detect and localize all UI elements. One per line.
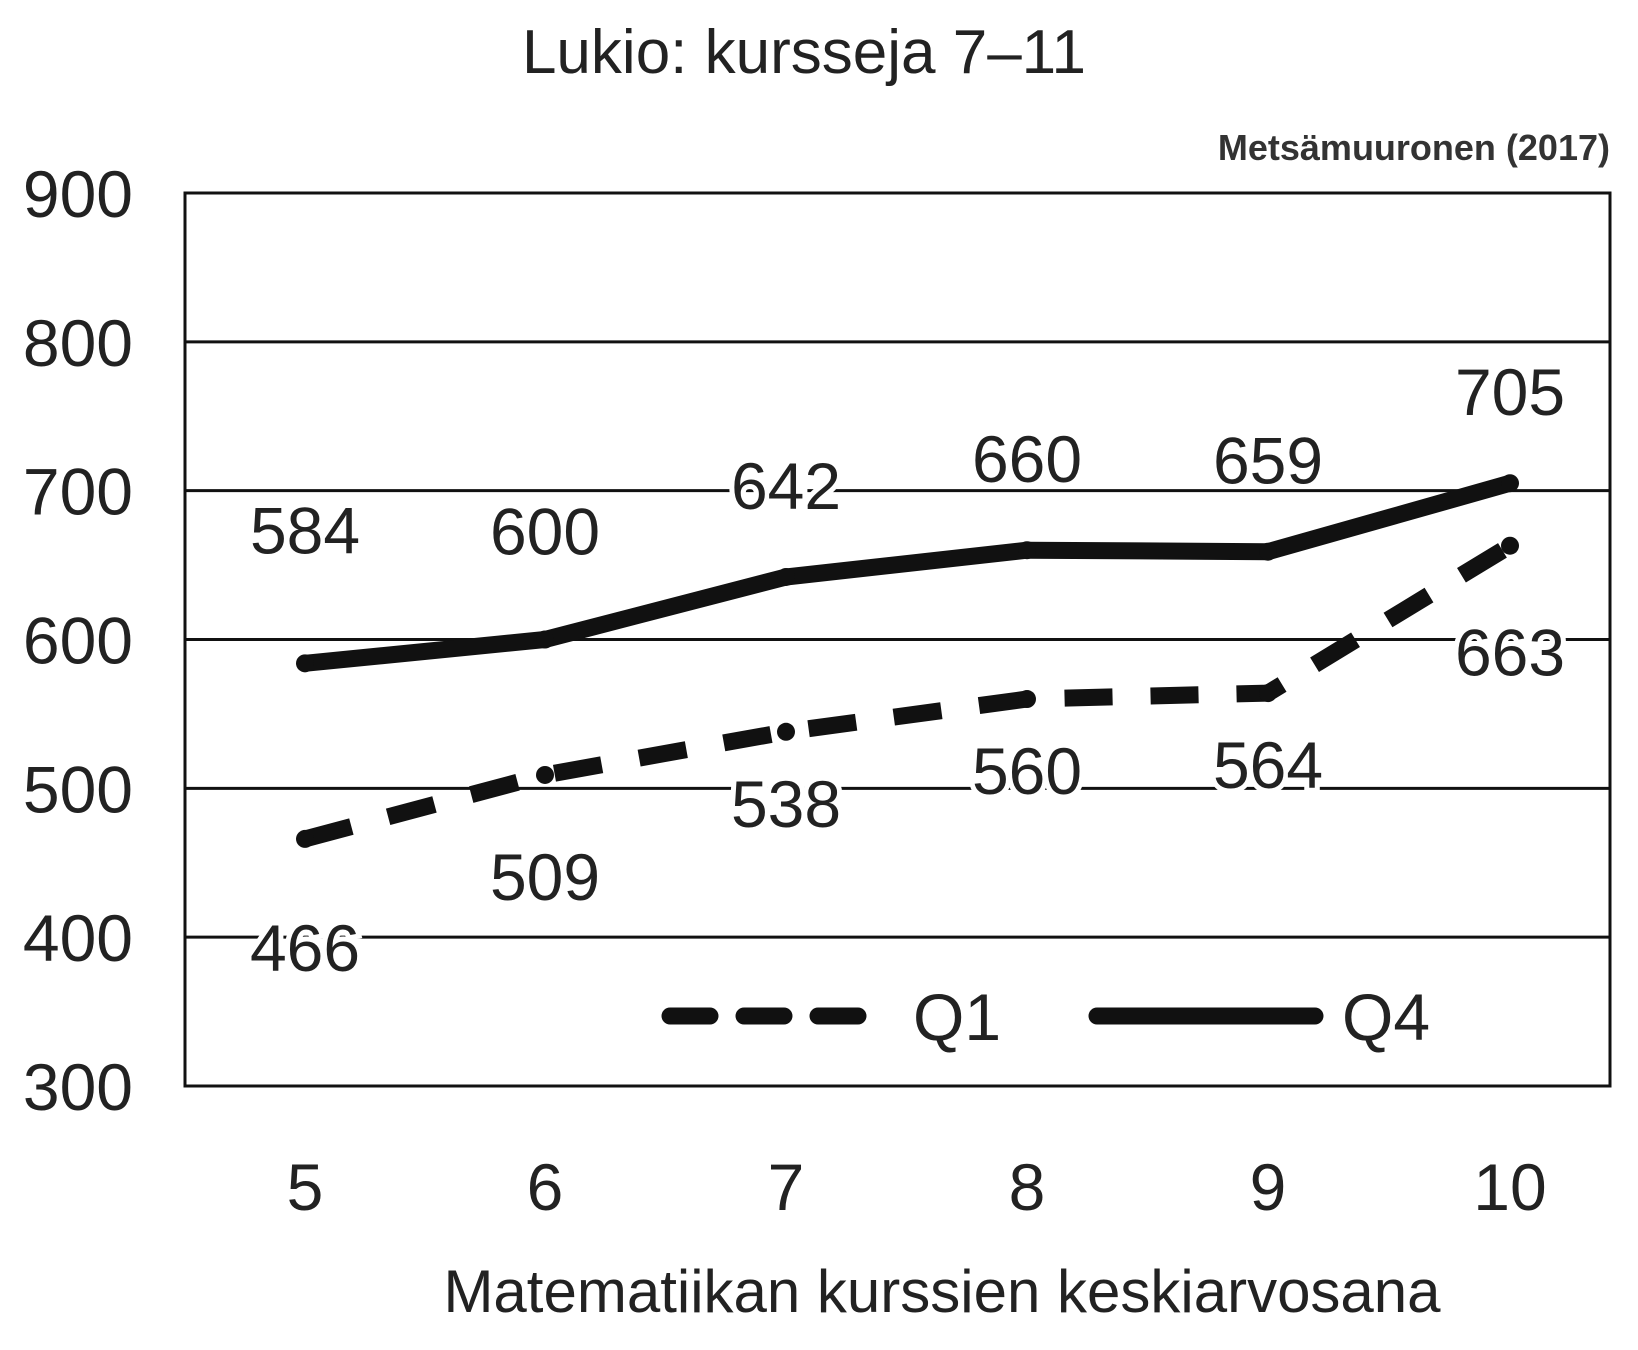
y-tick-label: 400 xyxy=(23,901,133,975)
gridlines xyxy=(185,340,1610,939)
data-label-q4: 705 xyxy=(1455,355,1565,429)
y-tick-label: 500 xyxy=(23,752,133,826)
x-axis: 5 6 7 8 9 10 xyxy=(287,1150,1547,1224)
data-point-q1 xyxy=(1501,536,1519,555)
series xyxy=(296,474,1519,848)
y-tick-label: 700 xyxy=(23,455,133,529)
data-point-q4 xyxy=(1259,542,1277,561)
data-label-q4: 642 xyxy=(731,449,841,523)
x-tick-label: 9 xyxy=(1250,1150,1287,1224)
data-label-q1: 663 xyxy=(1455,616,1565,690)
x-tick-label: 8 xyxy=(1009,1150,1046,1224)
x-tick-label: 5 xyxy=(287,1150,324,1224)
data-point-q1 xyxy=(536,765,554,784)
x-tick-label: 7 xyxy=(768,1150,805,1224)
y-tick-label: 800 xyxy=(23,306,133,380)
y-tick-label: 300 xyxy=(23,1050,133,1124)
data-point-q1 xyxy=(296,829,314,848)
chart-source: Metsämuuronen (2017) xyxy=(1218,127,1610,168)
data-label-q1: 509 xyxy=(490,840,600,914)
data-label-q1: 560 xyxy=(972,734,1082,808)
x-tick-label: 6 xyxy=(527,1150,564,1224)
legend-label-q4: Q4 xyxy=(1342,980,1430,1054)
data-label-q4: 659 xyxy=(1213,424,1323,498)
data-label-q1: 466 xyxy=(250,911,360,985)
data-label-q4: 660 xyxy=(972,422,1082,496)
data-label-q4: 600 xyxy=(490,495,600,569)
data-label-q1: 538 xyxy=(731,767,841,841)
x-tick-label: 10 xyxy=(1473,1150,1546,1224)
legend-label-q1: Q1 xyxy=(913,980,1001,1054)
legend: Q1 Q4 xyxy=(645,978,1430,1058)
data-point-q4 xyxy=(536,630,554,649)
y-tick-label: 600 xyxy=(23,604,133,678)
plot-frame xyxy=(183,191,1612,1088)
data-point-q4 xyxy=(777,567,795,586)
y-axis: 900 800 700 600 500 400 300 xyxy=(23,157,133,1124)
chart-title: Lukio: kursseja 7–11 xyxy=(522,18,1086,87)
data-label-q4: 584 xyxy=(250,493,360,567)
data-point-q4 xyxy=(296,654,314,673)
data-point-q4 xyxy=(1501,474,1519,493)
series-line-q4 xyxy=(296,474,1519,672)
data-point-q1 xyxy=(1018,690,1036,709)
y-tick-label: 900 xyxy=(23,157,133,231)
x-axis-title: Matematiikan kurssien keskiarvosana xyxy=(443,1258,1441,1325)
data-point-q1 xyxy=(1259,684,1277,703)
data-label-q1: 564 xyxy=(1213,728,1323,802)
data-point-q4 xyxy=(1018,541,1036,560)
data-point-q1 xyxy=(777,722,795,741)
data-labels: 466 509 538 560 564 663 584 600 642 660 659 705 xyxy=(245,350,1570,990)
series-line-q1 xyxy=(302,538,1515,848)
